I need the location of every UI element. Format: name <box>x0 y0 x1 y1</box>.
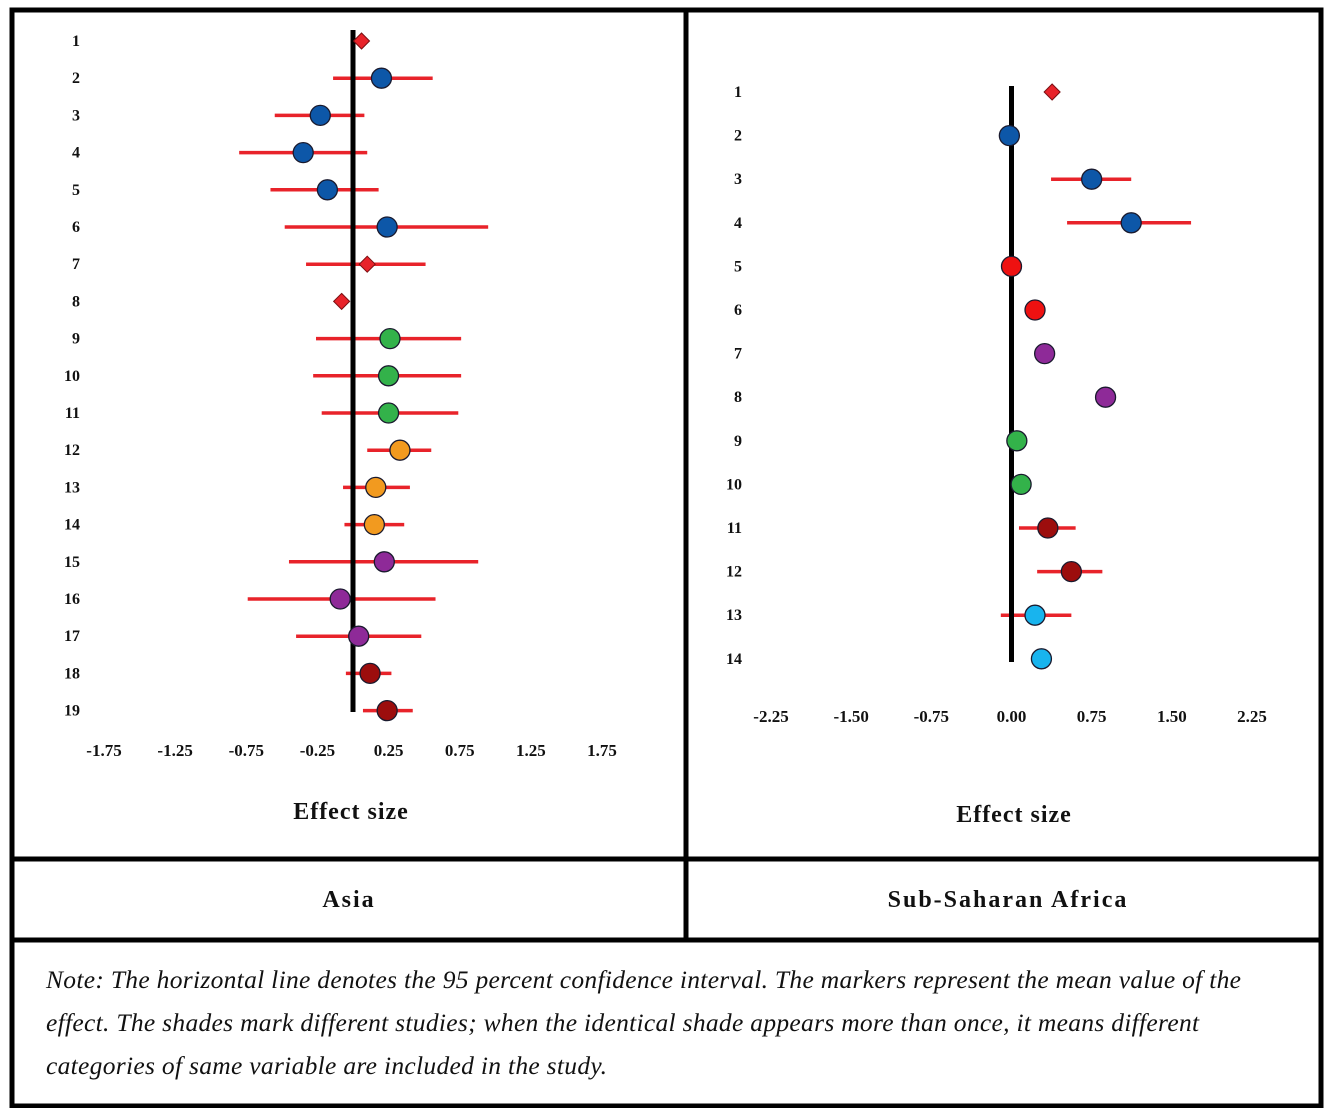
ssa-mean-marker <box>1033 342 1056 365</box>
asia-x-tick-label: 0.25 <box>374 741 404 760</box>
panel-frame <box>9 7 1324 1108</box>
ssa-x-axis-label: Effect size <box>956 802 1072 828</box>
ssa-row-label: 9 <box>734 433 742 450</box>
asia-mean-marker <box>359 662 381 685</box>
asia-mean-marker <box>329 588 351 610</box>
asia-mean-marker <box>292 141 314 164</box>
asia-x-axis-label: Effect size <box>293 799 409 825</box>
asia-row-label: 14 <box>64 517 80 534</box>
asia-x-tick-label: 1.75 <box>587 741 617 760</box>
asia-mean-marker <box>376 699 398 722</box>
asia-mean-marker <box>389 439 411 461</box>
ssa-mean-marker <box>1024 299 1046 321</box>
asia-mean-marker <box>370 67 393 89</box>
ssa-mean-marker <box>1060 560 1083 583</box>
outer-border <box>9 7 1324 1108</box>
asia-row-label: 10 <box>64 368 80 385</box>
ssa-region-label: Sub-Saharan Africa <box>888 887 1129 913</box>
asia-row-label: 13 <box>64 479 80 496</box>
ssa-row-label: 5 <box>734 258 742 275</box>
ssa-mean-marker <box>1037 517 1059 539</box>
ssa-row-label: 14 <box>726 651 742 668</box>
asia-mean-marker <box>376 216 398 238</box>
ssa-x-tick-label: 0.00 <box>997 707 1027 726</box>
figure-note: Note: The horizontal line denotes the 95… <box>46 965 1242 1080</box>
asia-row-label: 12 <box>64 442 80 459</box>
asia-mean-marker <box>348 625 370 647</box>
asia-row-label: 6 <box>72 219 80 236</box>
ssa-row-label: 10 <box>726 476 742 493</box>
asia-x-tick-label: -0.75 <box>229 741 264 760</box>
ssa-mean-marker <box>1120 212 1142 234</box>
ssa-row-label: 12 <box>726 564 742 581</box>
asia-row-label: 9 <box>72 331 80 348</box>
ssa-x-tick-label: -2.25 <box>753 707 788 726</box>
ssa-mean-marker <box>1094 386 1117 408</box>
asia-row-label: 7 <box>72 256 80 273</box>
ssa-x-tick-label: -1.50 <box>833 707 868 726</box>
asia-x-tick-label: -1.25 <box>157 741 192 760</box>
asia-row-label: 18 <box>64 665 80 682</box>
ssa-row-label: 3 <box>734 171 742 188</box>
ssa-forest-plot: -2.25 -1.50 -0.75 0.00 0.75 1.50 2.25123456789… <box>726 83 1267 726</box>
ssa-mean-marker <box>1081 168 1103 190</box>
ssa-x-tick-label: 2.25 <box>1237 707 1267 726</box>
ssa-mean-marker <box>1024 604 1046 626</box>
asia-region-label: Asia <box>322 887 375 913</box>
asia-row-label: 11 <box>65 405 80 422</box>
asia-mean-marker <box>363 513 385 536</box>
ssa-mean-marker <box>1030 648 1053 670</box>
asia-row-label: 3 <box>72 107 80 124</box>
ssa-row-label: 7 <box>734 346 742 363</box>
ssa-row-label: 11 <box>727 520 742 537</box>
ssa-row-label: 4 <box>734 215 742 232</box>
asia-row-label: 15 <box>64 554 80 571</box>
ssa-mean-marker <box>1010 473 1032 496</box>
asia-x-tick-label: -0.25 <box>300 741 335 760</box>
ssa-x-tick-label: -0.75 <box>914 707 949 726</box>
asia-diamond-marker <box>358 255 376 273</box>
asia-mean-marker <box>379 327 401 350</box>
ssa-row-label: 13 <box>726 607 742 624</box>
ssa-x-tick-label: 1.50 <box>1157 707 1187 726</box>
asia-mean-marker <box>316 179 339 201</box>
asia-mean-marker <box>309 104 331 127</box>
asia-row-label: 5 <box>72 182 80 199</box>
asia-row-label: 19 <box>64 703 80 720</box>
asia-row-label: 16 <box>64 591 80 608</box>
asia-row-label: 1 <box>72 33 80 50</box>
asia-row-label: 8 <box>72 293 80 310</box>
ssa-row-label: 1 <box>734 84 742 101</box>
asia-mean-marker <box>377 365 400 387</box>
ssa-mean-marker <box>1000 255 1023 278</box>
ssa-row-label: 8 <box>734 389 742 406</box>
asia-mean-marker <box>365 476 387 499</box>
ssa-diamond-marker <box>1043 83 1061 101</box>
asia-forest-plot: -1.75 -1.25 -0.75 -0.25 0.25 0.75 1.25 1.751234… <box>64 30 617 760</box>
asia-diamond-marker <box>352 32 371 50</box>
asia-x-tick-label: 0.75 <box>445 741 475 760</box>
asia-x-tick-label: 1.25 <box>516 741 546 760</box>
asia-x-tick-label: -1.75 <box>86 741 121 760</box>
asia-mean-marker <box>373 551 395 573</box>
asia-diamond-marker <box>332 292 351 311</box>
asia-row-label: 17 <box>64 628 80 645</box>
asia-mean-marker <box>377 402 400 424</box>
asia-row-label: 2 <box>72 70 80 87</box>
ssa-row-label: 6 <box>734 302 742 319</box>
asia-row-label: 4 <box>72 145 80 162</box>
ssa-mean-marker <box>1006 430 1028 452</box>
ssa-row-label: 2 <box>734 128 742 145</box>
ssa-x-tick-label: 0.75 <box>1077 707 1107 726</box>
ssa-mean-marker <box>998 124 1021 147</box>
